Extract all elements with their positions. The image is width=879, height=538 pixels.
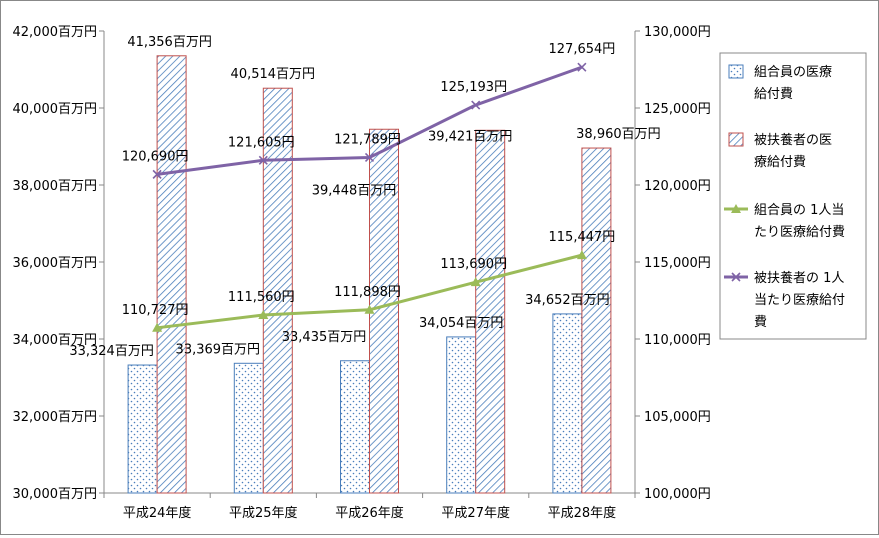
legend-label: たり医療給付費	[754, 225, 845, 240]
bar	[446, 336, 477, 494]
right-axis-tick-label: 120,000円	[644, 179, 711, 194]
x-axis-tick-label: 平成27年度	[441, 505, 510, 521]
bar-data-label: 41,356百万円	[127, 35, 212, 50]
legend-label: 被扶養者の医	[754, 132, 832, 148]
right-axis-tick-label: 130,000円	[644, 25, 711, 40]
legend-label: 当たり医療給付	[754, 293, 845, 308]
right-axis-tick-label: 105,000円	[644, 410, 711, 425]
legend-label: 組合員の医療	[754, 65, 832, 80]
bar	[552, 313, 583, 494]
line-marker	[258, 155, 268, 165]
bar-data-label: 40,514百万円	[231, 67, 316, 82]
right-axis-tick-label: 110,000円	[644, 333, 711, 348]
bar-data-label: 34,652百万円	[525, 293, 610, 308]
legend-label: 療給付費	[754, 155, 806, 170]
left-axis-tick-label: 36,000百万円	[13, 256, 98, 271]
bar-data-label: 33,435百万円	[282, 330, 367, 345]
bar-data-label: 34,054百万円	[419, 316, 504, 331]
legend-swatch	[728, 132, 744, 147]
line-marker	[152, 169, 162, 179]
x-axis-tick-label: 平成26年度	[335, 505, 404, 521]
line-data-label: 113,690円	[440, 257, 507, 272]
line-data-label: 125,193円	[440, 80, 507, 95]
legend-label: 費	[754, 315, 767, 330]
bar	[475, 129, 506, 494]
left-axis-tick-label: 34,000百万円	[13, 333, 98, 348]
left-axis-tick-label: 38,000百万円	[13, 179, 98, 194]
legend-label: 組合員の 1人当	[754, 203, 844, 218]
bar	[233, 362, 264, 494]
right-axis-tick-label: 100,000円	[644, 487, 711, 502]
legend-label: 被扶養者の 1人	[754, 270, 844, 286]
line-marker	[364, 152, 375, 163]
line-marker	[470, 277, 481, 287]
left-axis-tick-label: 42,000百万円	[13, 25, 98, 40]
line-marker	[152, 322, 163, 332]
line-data-label: 111,560円	[228, 290, 295, 305]
bar	[581, 147, 612, 494]
legend-marker	[731, 272, 741, 282]
right-axis-tick-label: 115,000円	[644, 256, 711, 271]
line-data-label: 110,727円	[122, 303, 189, 318]
line-data-label: 120,690円	[122, 149, 189, 164]
line-data-label: 121,789円	[334, 132, 401, 147]
bar	[369, 128, 399, 494]
bar	[340, 360, 370, 494]
line-marker	[577, 62, 587, 72]
bar	[156, 55, 187, 494]
legend-marker	[731, 204, 741, 213]
left-axis-tick-label: 32,000百万円	[13, 410, 98, 425]
bar-data-label: 38,960百万円	[576, 127, 661, 142]
line-data-label: 121,605円	[228, 135, 295, 150]
x-axis-tick-label: 平成25年度	[229, 505, 298, 521]
left-axis-tick-label: 40,000百万円	[13, 102, 98, 117]
line-data-label: 115,447円	[549, 230, 616, 245]
bar-data-label: 39,421百万円	[428, 129, 513, 144]
x-axis-tick-label: 平成28年度	[548, 505, 617, 521]
legend-box	[719, 52, 867, 340]
legend-swatch	[728, 64, 744, 79]
line-marker	[471, 100, 481, 110]
bar	[262, 87, 293, 494]
left-axis-tick-label: 30,000百万円	[13, 487, 98, 502]
right-axis-tick-label: 125,000円	[644, 102, 711, 117]
line-marker	[364, 304, 375, 314]
bar-data-label: 33,369百万円	[176, 342, 261, 357]
bar-data-label: 33,324百万円	[69, 344, 154, 359]
bar	[127, 364, 158, 494]
legend-label: 給付費	[754, 87, 793, 102]
line-marker	[258, 309, 269, 319]
line-data-label: 111,898円	[334, 285, 401, 300]
line-marker	[576, 250, 587, 260]
line-data-label: 127,654円	[549, 42, 616, 57]
x-axis-tick-label: 平成24年度	[123, 505, 192, 521]
bar-data-label: 39,448百万円	[312, 183, 397, 198]
